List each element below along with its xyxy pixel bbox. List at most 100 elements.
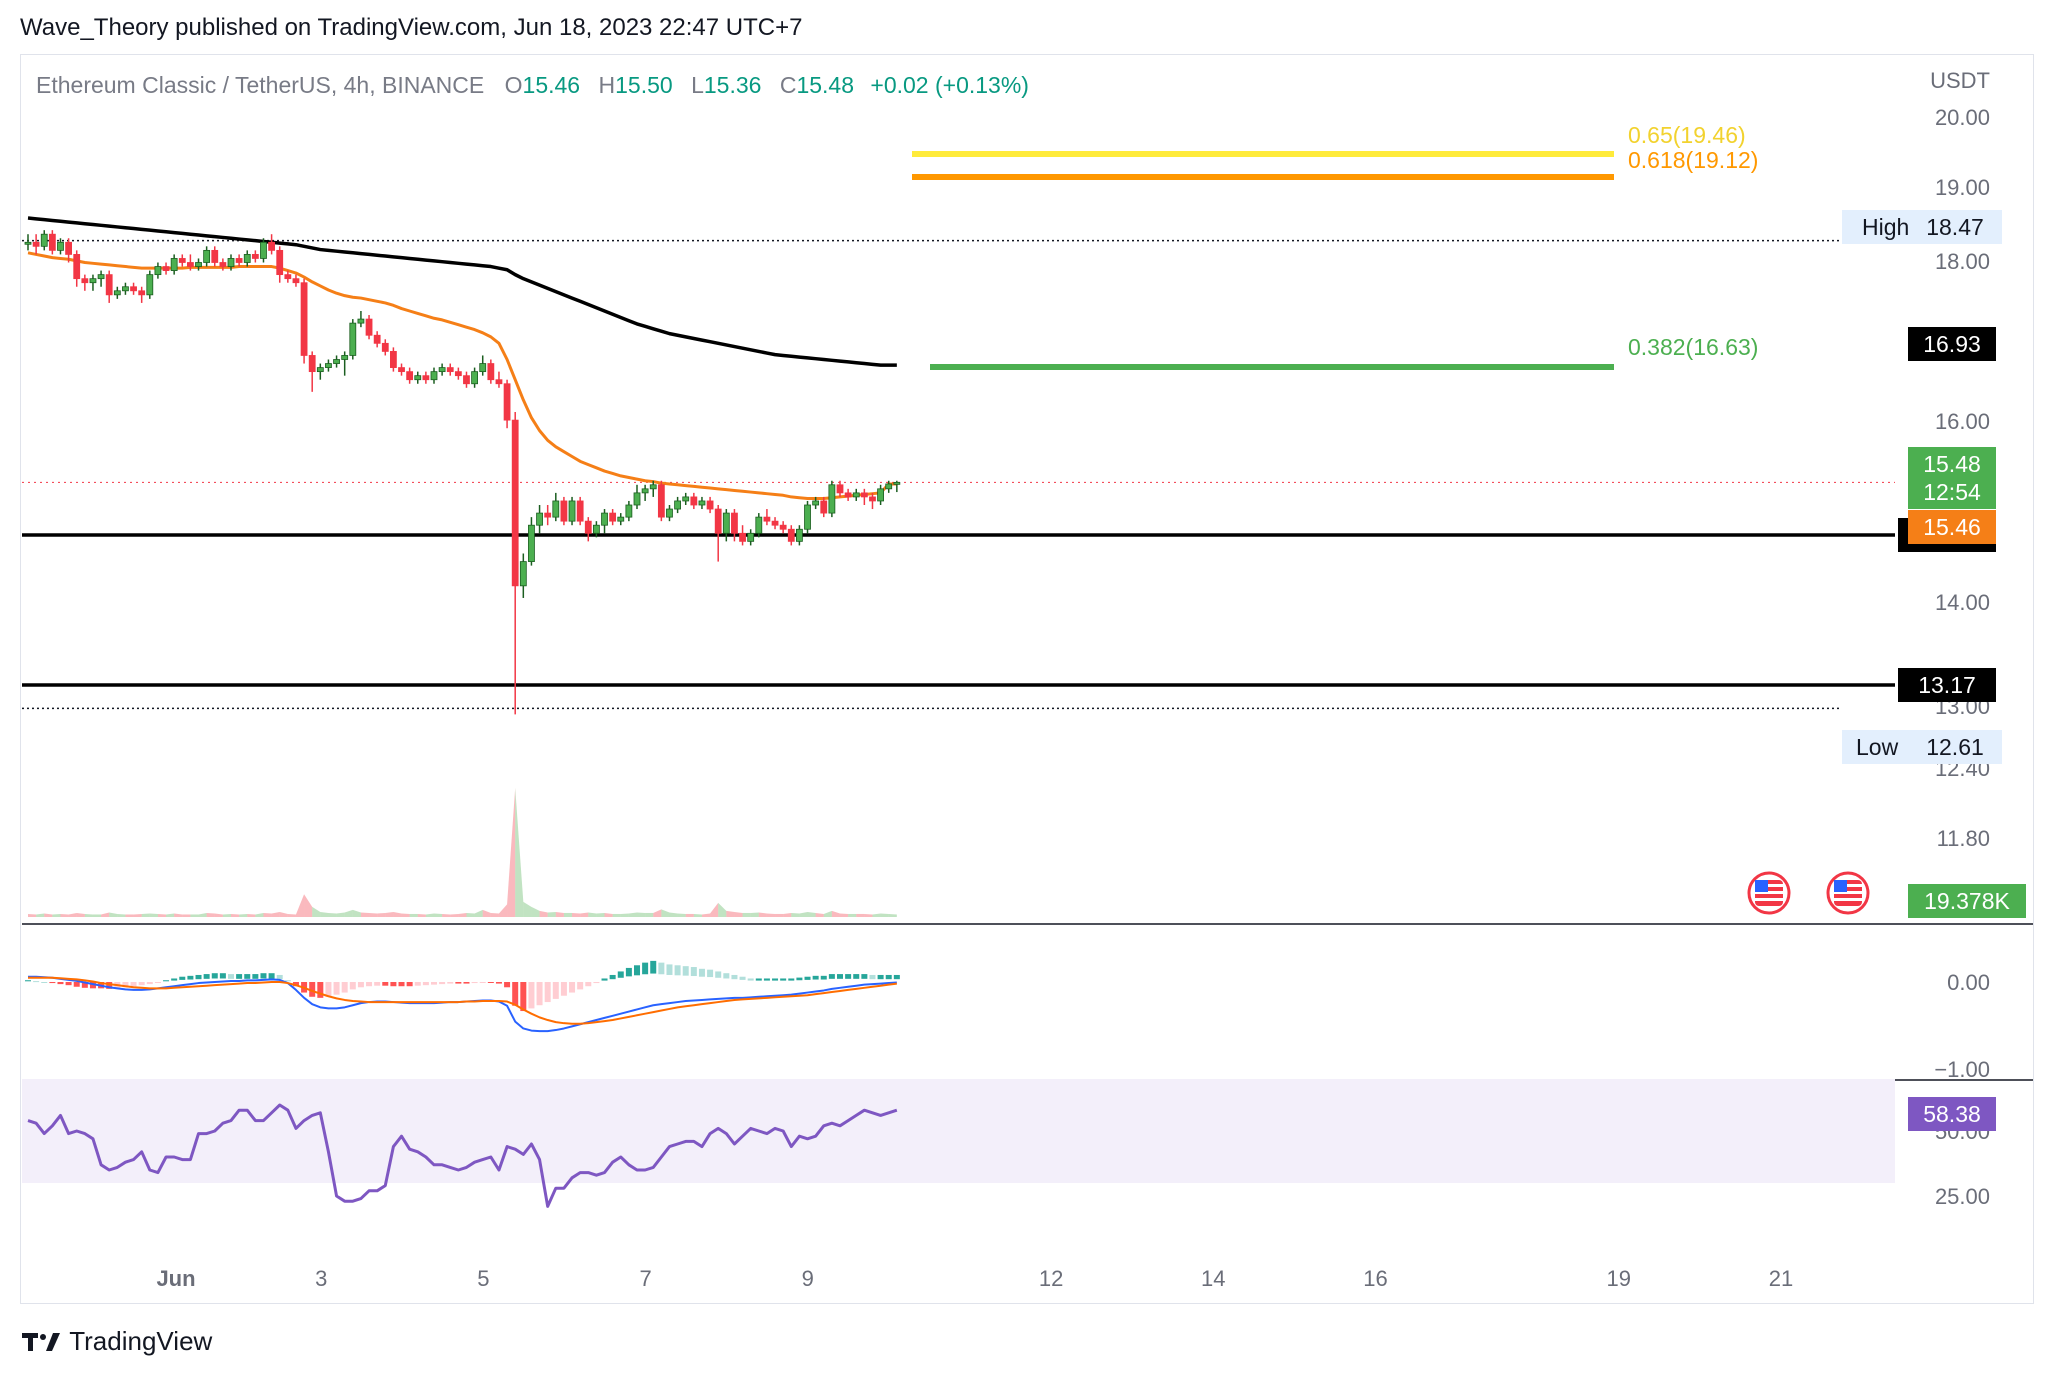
fib-label-0: 0.65(19.46) [1628, 122, 1746, 148]
candle-body [860, 492, 868, 498]
support-tag-13.17: 13.17 [1918, 672, 1976, 698]
volume-bar [637, 912, 646, 917]
macd-histogram-bar [698, 968, 705, 977]
chart-frame [20, 54, 2034, 1304]
candle-body [812, 500, 820, 506]
volume-bar [742, 912, 751, 917]
macd-histogram-bar [593, 982, 600, 984]
macd-histogram-bar [690, 967, 697, 977]
volume-bar [498, 904, 508, 917]
macd-histogram-bar [747, 978, 754, 981]
volume-tag-bg [1908, 884, 2026, 918]
macd-histogram-bar [325, 982, 332, 997]
candle-body [495, 379, 503, 385]
macd-histogram-bar [837, 974, 843, 979]
volume-bar [555, 911, 564, 917]
us-flag-event-icon[interactable] [1747, 871, 1791, 915]
volume-bar [182, 914, 191, 917]
candle-body [414, 375, 422, 381]
macd-histogram-bar [33, 981, 40, 983]
macd-histogram-bar [284, 980, 291, 982]
volume-bar [710, 902, 719, 917]
candle-body [389, 351, 397, 368]
macd-histogram-bar [146, 982, 153, 985]
macd-histogram-bar [163, 980, 170, 982]
candle-body [763, 516, 771, 522]
tradingview-logo[interactable]: TradingView [22, 1326, 212, 1357]
macd-histogram-bar [106, 982, 113, 989]
candle-body [365, 318, 373, 336]
tradingview-mark-icon [22, 1326, 62, 1357]
volume-bar [125, 914, 134, 917]
candle-body [714, 508, 722, 534]
volume-bar [44, 913, 53, 917]
candle-body [617, 516, 625, 522]
volume-bar [157, 913, 167, 917]
volume-bar [401, 913, 410, 917]
ema50-tag: 15.46 [1923, 514, 1981, 540]
candle-body [552, 500, 560, 518]
volume-bar [84, 913, 93, 917]
macd-histogram-bar [504, 982, 511, 988]
time-tick-19: 19 [1607, 1266, 1631, 1291]
macd-histogram-bar [138, 982, 145, 986]
macd-histogram-bar [569, 982, 576, 993]
volume-bar [450, 913, 459, 917]
volume-bar [734, 911, 743, 917]
volume-bar [109, 912, 118, 917]
candle-body [48, 233, 56, 251]
candle-body [178, 258, 186, 263]
macd-histogram-bar [219, 973, 226, 979]
volume-bar [206, 912, 215, 917]
volume-bar [36, 913, 45, 917]
candle-body [463, 375, 470, 385]
high-tag-bg [1842, 210, 2002, 244]
macd-histogram-bar [57, 982, 64, 985]
macd-histogram-bar [780, 978, 787, 981]
macd-histogram-bar [244, 974, 251, 979]
volume-bar [531, 906, 540, 917]
macd-histogram-bar [390, 982, 397, 987]
candle-body [852, 492, 860, 498]
volume-bar [320, 911, 329, 917]
candle-body [828, 484, 836, 514]
candle-body [243, 254, 251, 263]
volume-bar [409, 913, 418, 917]
symbol-name[interactable]: Ethereum Classic / TetherUS, 4h, BINANCE [36, 72, 485, 98]
candle-body [357, 318, 365, 324]
volume-bar [547, 911, 556, 917]
change-value: +0.02 (+0.13%) [870, 72, 1029, 98]
ema50-tag-bg [1908, 510, 1996, 544]
candle-body [154, 266, 162, 276]
macd-histogram-bar [252, 974, 259, 979]
volume-bar [222, 913, 231, 917]
volume-bar [799, 911, 808, 917]
volume-bar [60, 913, 69, 917]
candle-body [844, 492, 852, 498]
volume-bar [417, 913, 426, 917]
volume-bar [393, 911, 402, 917]
low-label: L [691, 72, 704, 98]
us-flag-event-icon[interactable] [1826, 871, 1870, 915]
price-tick-19.00: 19.00 [1935, 175, 1990, 200]
volume-bar [848, 913, 857, 917]
volume-bar [271, 911, 280, 917]
macd-histogram-bar [268, 973, 275, 979]
volume-bar [661, 909, 670, 917]
price-tick-11.80: 11.80 [1937, 826, 1990, 851]
candle-body [503, 383, 511, 421]
volume-bar [466, 912, 475, 917]
candle-body [438, 367, 446, 373]
candle-body [584, 520, 592, 534]
candle-body [32, 241, 40, 247]
macd-histogram-bar [41, 982, 48, 983]
support-tag-bg-13.17 [1898, 668, 1996, 702]
macd-histogram-bar [650, 960, 657, 974]
macd-histogram-bar [763, 978, 770, 981]
macd-histogram-bar [707, 969, 714, 978]
candle-body [568, 500, 576, 522]
macd-histogram-bar [463, 982, 470, 984]
macd-histogram-bar [228, 974, 234, 979]
volume-bar [117, 913, 126, 917]
